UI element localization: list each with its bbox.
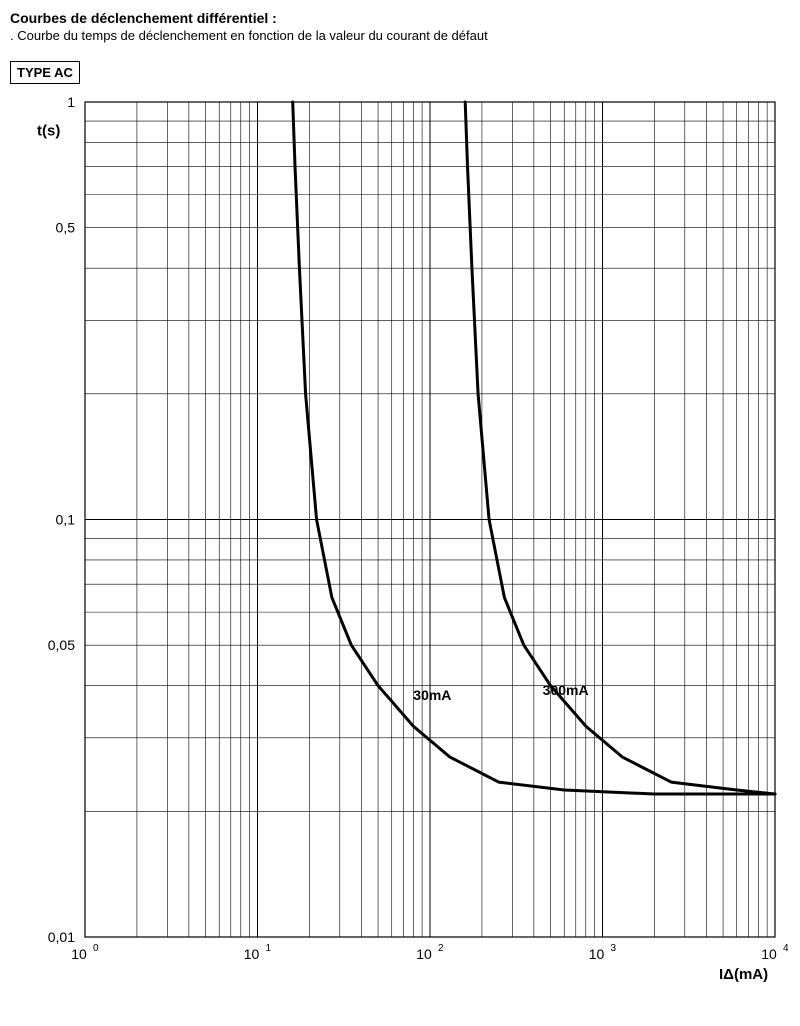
y-tick-label: 0,1 bbox=[56, 512, 76, 528]
y-tick-label: 1 bbox=[67, 94, 75, 110]
svg-text:2: 2 bbox=[438, 943, 444, 954]
svg-text:4: 4 bbox=[783, 943, 789, 954]
svg-text:10: 10 bbox=[416, 946, 432, 962]
svg-text:0: 0 bbox=[93, 943, 99, 954]
series-label-30mA: 30mA bbox=[413, 687, 451, 703]
x-tick-label: 10 3 bbox=[589, 943, 617, 962]
y-tick-label: 0,5 bbox=[56, 220, 76, 236]
x-axis-label: IΔ(mA) bbox=[719, 966, 768, 983]
x-tick-label: 10 0 bbox=[71, 943, 99, 962]
chart-container: 1 0,5 0,1 0,05 0,01 t(s) 10 0 10 1 10 2 10 3 10 4 IΔ(mA)… bbox=[10, 92, 790, 992]
svg-text:10: 10 bbox=[589, 946, 605, 962]
svg-text:10: 10 bbox=[71, 946, 87, 962]
y-axis-label: t(s) bbox=[37, 122, 60, 139]
x-tick-label: 10 1 bbox=[244, 943, 272, 962]
svg-text:10: 10 bbox=[244, 946, 260, 962]
svg-text:10: 10 bbox=[761, 946, 777, 962]
y-tick-label: 0,01 bbox=[48, 929, 75, 945]
svg-text:3: 3 bbox=[611, 943, 617, 954]
series-curve-300mA bbox=[465, 102, 775, 794]
y-tick-label: 0,05 bbox=[48, 637, 75, 653]
trip-curve-chart: 1 0,5 0,1 0,05 0,01 t(s) 10 0 10 1 10 2 10 3 10 4 IΔ(mA)… bbox=[10, 92, 790, 992]
type-box: TYPE AC bbox=[10, 61, 80, 84]
x-tick-label: 10 4 bbox=[761, 943, 789, 962]
svg-text:1: 1 bbox=[266, 943, 272, 954]
page-subtitle: . Courbe du temps de déclenchement en fo… bbox=[10, 28, 790, 43]
x-tick-label: 10 2 bbox=[416, 943, 444, 962]
series-label-300mA: 300mA bbox=[543, 682, 589, 698]
page-title: Courbes de déclenchement différentiel : bbox=[10, 10, 790, 26]
